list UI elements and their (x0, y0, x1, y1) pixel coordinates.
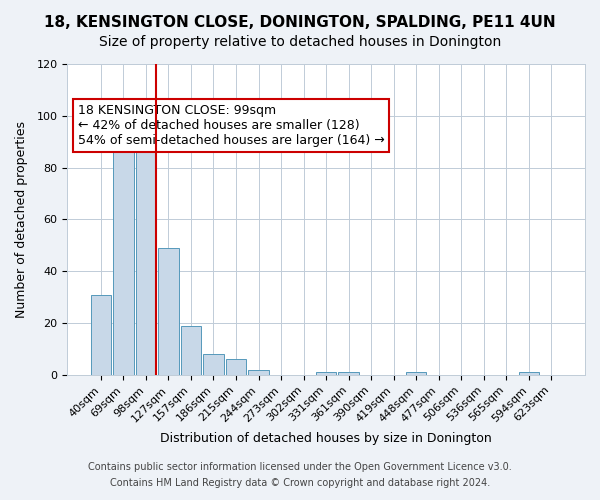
Text: Contains public sector information licensed under the Open Government Licence v3: Contains public sector information licen… (88, 462, 512, 472)
Text: Size of property relative to detached houses in Donington: Size of property relative to detached ho… (99, 35, 501, 49)
Bar (113, 124, 134, 375)
Bar (203, 354, 224, 375)
X-axis label: Distribution of detached houses by size in Donington: Distribution of detached houses by size … (160, 432, 492, 445)
Bar (518, 372, 539, 375)
Bar (406, 372, 427, 375)
Bar (248, 370, 269, 375)
Bar (316, 372, 336, 375)
Text: 18 KENSINGTON CLOSE: 99sqm
← 42% of detached houses are smaller (128)
54% of sem: 18 KENSINGTON CLOSE: 99sqm ← 42% of deta… (77, 104, 384, 148)
Bar (226, 360, 246, 375)
Bar (91, 294, 111, 375)
Y-axis label: Number of detached properties: Number of detached properties (15, 121, 28, 318)
Text: 18, KENSINGTON CLOSE, DONINGTON, SPALDING, PE11 4UN: 18, KENSINGTON CLOSE, DONINGTON, SPALDIN… (44, 15, 556, 30)
Bar (181, 326, 201, 375)
Text: Contains HM Land Registry data © Crown copyright and database right 2024.: Contains HM Land Registry data © Crown c… (110, 478, 490, 488)
Bar (136, 142, 156, 375)
Bar (158, 248, 179, 375)
Bar (338, 372, 359, 375)
